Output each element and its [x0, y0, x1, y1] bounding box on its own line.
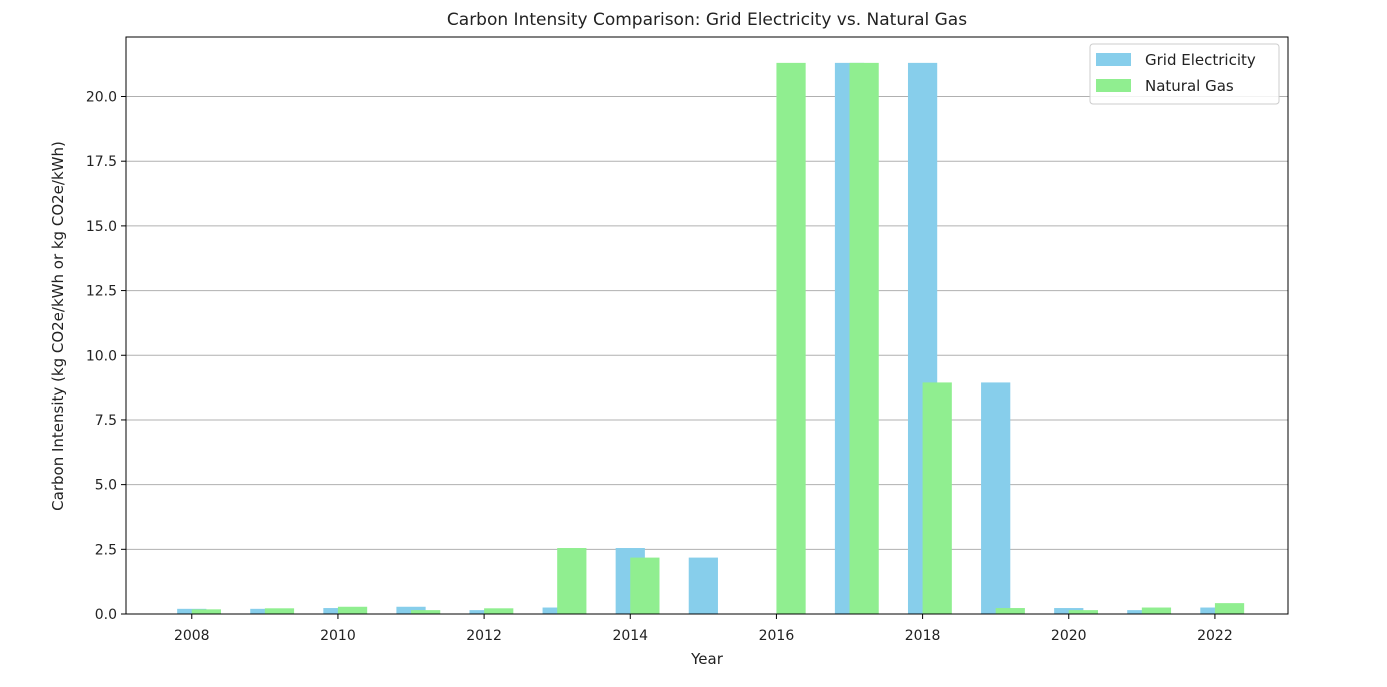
y-tick-label-1: 2.5: [95, 542, 117, 558]
x-tick-label-3: 2014: [612, 628, 648, 644]
bar-natural-gas-2013: [557, 548, 587, 614]
legend: Grid Electricity Natural Gas: [1089, 43, 1280, 105]
bar-natural-gas-2010: [337, 606, 368, 614]
bar-grid-electricity-2020: [1054, 608, 1084, 614]
x-axis-title: Year: [690, 650, 724, 668]
bar-natural-gas-2014: [630, 557, 660, 614]
plot-frame: [125, 36, 1289, 615]
x-tick-label-2: 2012: [466, 628, 502, 644]
chart-title: Carbon Intensity Comparison: Grid Electr…: [447, 10, 967, 30]
bar-natural-gas-2018: [922, 382, 952, 614]
y-tick-label-7: 17.5: [86, 154, 117, 170]
bar-natural-gas-2009: [264, 608, 295, 614]
x-tick-label-5: 2018: [905, 628, 941, 644]
bar-natural-gas-2016: [776, 62, 806, 614]
bar-grid-electricity-2008: [177, 608, 207, 614]
bar-natural-gas-2019: [995, 608, 1025, 614]
y-tick-label-8: 20.0: [86, 90, 117, 106]
legend-swatch-grid-electricity: [1096, 53, 1131, 66]
bar-grid-electricity-2010: [323, 608, 353, 614]
bar-natural-gas-2022: [1214, 603, 1245, 614]
bar-natural-gas-2012: [484, 608, 514, 614]
bar-natural-gas-2011: [411, 610, 441, 614]
y-tick-label-4: 10.0: [86, 348, 117, 364]
y-tick-label-6: 15.0: [86, 219, 117, 235]
bar-natural-gas-2017: [849, 62, 879, 614]
bar-natural-gas-2021: [1141, 607, 1172, 614]
x-tick-label-1: 2010: [320, 628, 356, 644]
x-tick-label-0: 2008: [174, 628, 210, 644]
y-axis-title: Carbon Intensity (kg CO2e/kWh or kg CO2e…: [49, 141, 67, 511]
x-tick-label-4: 2016: [759, 628, 795, 644]
bars: [177, 62, 1245, 614]
y-tick-label-3: 7.5: [95, 413, 117, 429]
bar-natural-gas-2008: [191, 609, 222, 614]
legend-box: [1089, 43, 1280, 105]
grid-lines: [126, 96, 1288, 615]
bar-grid-electricity-2019: [981, 382, 1011, 614]
legend-label-natural-gas: Natural Gas: [1145, 77, 1234, 95]
legend-label-grid-electricity: Grid Electricity: [1145, 51, 1256, 69]
x-tick-label-7: 2022: [1197, 628, 1233, 644]
y-tick-label-2: 5.0: [95, 478, 117, 494]
y-tick-label-5: 12.5: [86, 284, 117, 300]
bar-natural-gas-2020: [1068, 610, 1098, 614]
bar-grid-electricity-2015: [688, 557, 718, 614]
x-axis-ticks: 2008 2010 2012 2014 2016 2018 2020 2022: [174, 614, 1233, 644]
y-tick-label-0: 0.0: [95, 607, 117, 623]
legend-swatch-natural-gas: [1096, 79, 1131, 92]
y-axis-ticks: 0.0 2.5 5.0 7.5 10.0 12.5 15.0 17.5 20.0: [86, 90, 126, 623]
x-tick-label-6: 2020: [1051, 628, 1087, 644]
